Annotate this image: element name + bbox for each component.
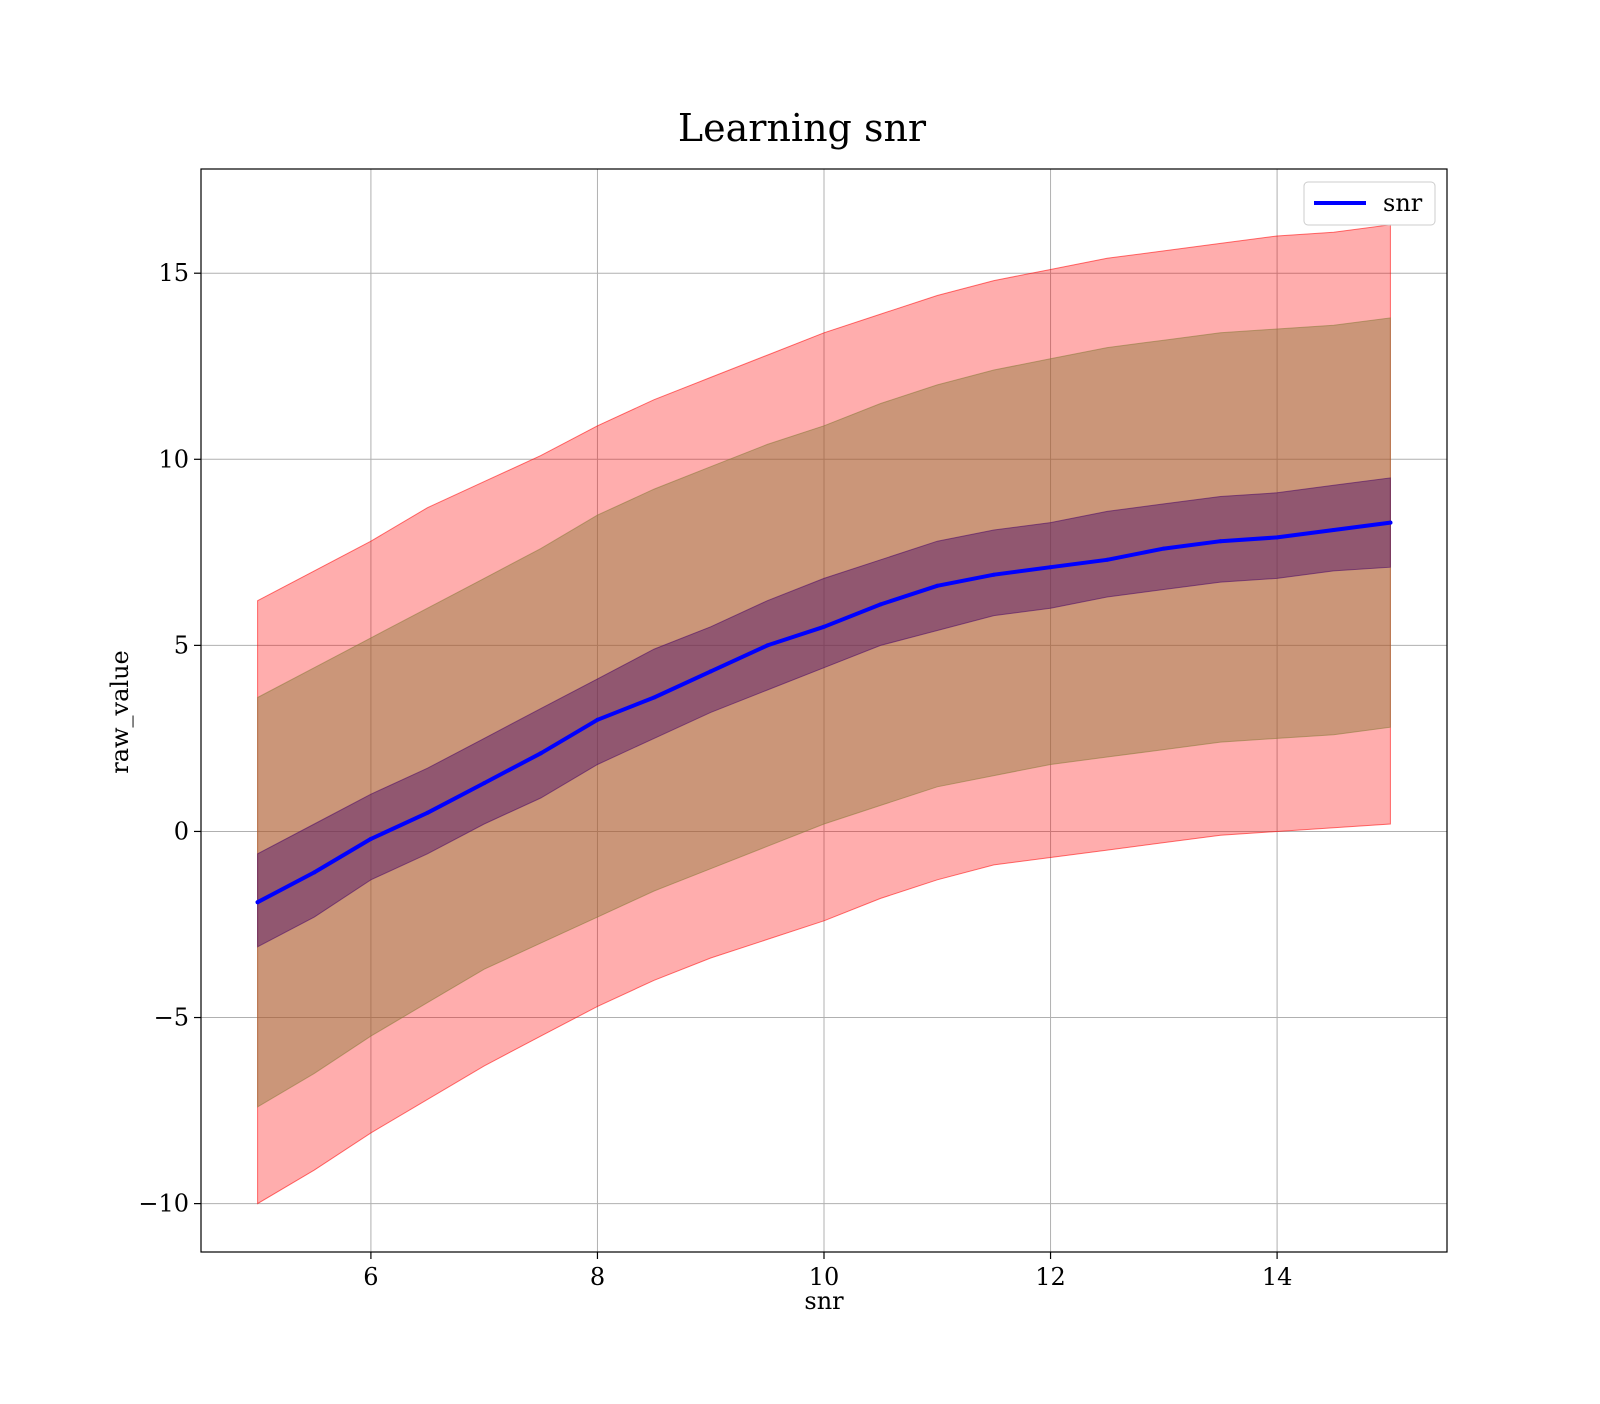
y-tick-label: 15 — [158, 259, 189, 287]
y-axis-label: raw_value — [106, 650, 134, 774]
data-point — [538, 751, 543, 756]
x-tick-label: 10 — [809, 1263, 840, 1291]
data-point — [1331, 528, 1336, 532]
grid-layer — [201, 169, 1447, 1252]
data-point — [482, 781, 487, 786]
data-point — [1048, 565, 1053, 570]
data-point — [312, 870, 317, 875]
y-tick-label: 5 — [174, 631, 189, 659]
data-point — [878, 602, 883, 607]
data-point — [1388, 520, 1393, 525]
data-point — [991, 572, 996, 577]
data-point — [1161, 546, 1166, 551]
band-outer — [257, 224, 1391, 1205]
ticks-layer: 6 8 10 12 14 −10 −5 0 5 10 15 — [138, 259, 1292, 1291]
data-point — [1105, 557, 1110, 562]
x-tick-label: 6 — [363, 1263, 378, 1291]
legend: snr — [1303, 181, 1436, 226]
y-tick-label: −10 — [138, 1190, 189, 1218]
data-point — [595, 717, 600, 722]
y-tick-label: −5 — [154, 1004, 189, 1032]
x-tick-label: 12 — [1035, 1263, 1066, 1291]
chart-title: Learning snr — [678, 106, 927, 150]
data-point — [765, 643, 770, 648]
band-middle — [257, 317, 1391, 1108]
plot-frame — [200, 168, 1448, 1253]
y-tick-label: 0 — [174, 817, 189, 845]
bands-layer — [257, 224, 1391, 1205]
y-tick-label: 10 — [158, 445, 189, 473]
data-point — [652, 695, 657, 700]
data-point — [1218, 539, 1223, 544]
data-point — [368, 836, 373, 841]
data-point — [255, 900, 260, 905]
line-layer — [255, 520, 1393, 905]
legend-box — [1303, 181, 1436, 226]
data-point — [935, 583, 940, 588]
band-inner — [257, 477, 1391, 948]
legend-label-snr: snr — [1383, 189, 1423, 217]
x-tick-label: 8 — [590, 1263, 605, 1291]
x-tick-label: 14 — [1262, 1263, 1293, 1291]
data-point — [822, 624, 826, 629]
data-point — [708, 669, 713, 674]
data-point — [425, 810, 430, 815]
data-point — [1275, 535, 1280, 540]
x-axis-label: snr — [804, 1287, 844, 1315]
